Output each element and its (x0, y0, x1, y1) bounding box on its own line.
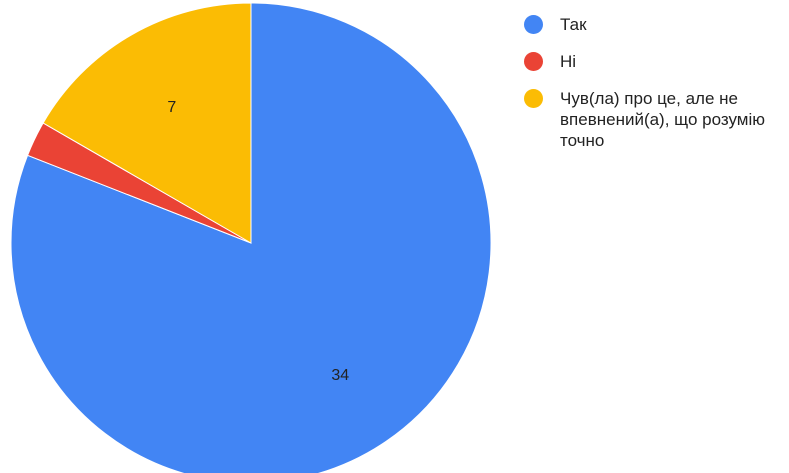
legend-label-tak: Так (560, 15, 587, 34)
legend-label-ni: Ні (560, 52, 577, 71)
legend-item-tak[interactable]: Так (524, 14, 786, 35)
legend-swatch-chuv (524, 89, 543, 108)
legend-item-ni[interactable]: Ні (524, 51, 786, 72)
slice-chuv[interactable] (42, 2, 252, 244)
data-label-tak: 34 (331, 367, 349, 384)
legend-label-chuv: Чув(ла) про це, але не впевнений(а), що … (560, 89, 765, 150)
legend-swatch-ni (524, 52, 543, 71)
legend-swatch-tak (524, 15, 543, 34)
slice-tak[interactable] (10, 2, 492, 473)
legend-item-chuv[interactable]: Чув(ла) про це, але не впевнений(а), що … (524, 88, 786, 151)
data-label-chuv: 7 (167, 99, 176, 116)
chart-legend: Так Ні Чув(ла) про це, але не впевнений(… (524, 14, 786, 167)
